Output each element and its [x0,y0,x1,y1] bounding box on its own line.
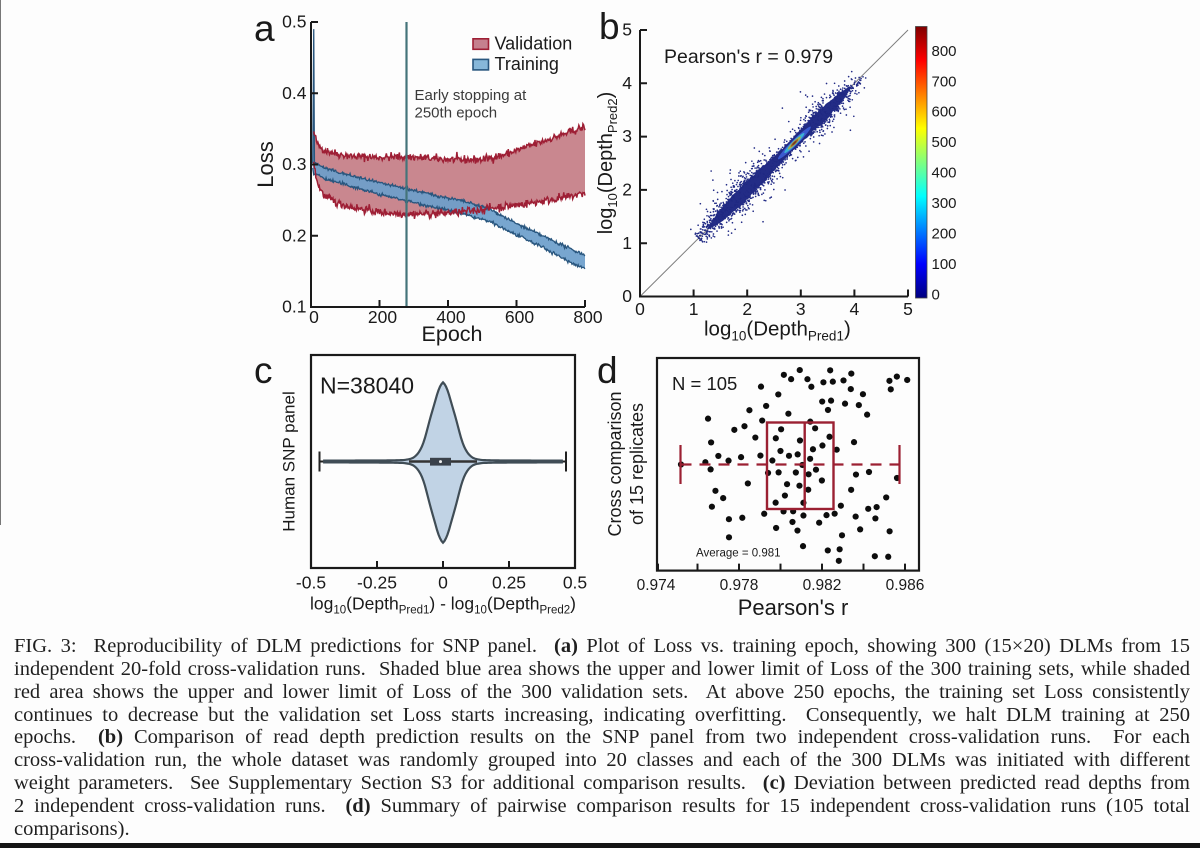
svg-text:250th epoch: 250th epoch [415,105,498,122]
svg-text:0.986: 0.986 [886,577,925,594]
svg-text:700: 700 [932,73,957,90]
svg-text:Early stopping at: Early stopping at [415,87,528,104]
svg-text:0.1: 0.1 [282,297,306,317]
svg-text:log10(DepthPred1): log10(DepthPred1) [704,318,851,344]
svg-text:Training: Training [495,54,559,74]
svg-text:0: 0 [309,307,319,327]
svg-text:4: 4 [850,299,860,319]
svg-text:log10(DepthPred1) - log10(Dept: log10(DepthPred1) - log10(DepthPred2) [310,594,576,617]
svg-text:200: 200 [932,226,957,243]
svg-text:500: 500 [932,134,957,151]
svg-text:0.5: 0.5 [282,12,306,32]
svg-text:300: 300 [932,195,957,212]
svg-text:600: 600 [932,104,957,121]
svg-text:Epoch: Epoch [422,322,483,346]
svg-text:800: 800 [573,307,602,327]
svg-text:N = 105: N = 105 [672,373,737,394]
svg-text:5: 5 [622,20,632,40]
svg-text:3: 3 [796,299,806,319]
svg-text:0: 0 [438,573,448,593]
svg-text:Average = 0.981: Average = 0.981 [696,548,781,560]
svg-text:800: 800 [932,43,957,60]
svg-text:3: 3 [622,126,632,146]
svg-text:1: 1 [689,299,699,319]
svg-text:b: b [599,6,620,47]
svg-text:4: 4 [622,73,632,93]
svg-text:0.982: 0.982 [803,577,842,594]
svg-text:0.25: 0.25 [492,573,526,593]
svg-text:Pearson's r: Pearson's r [738,595,849,620]
svg-text:2: 2 [742,299,752,319]
svg-text:600: 600 [505,307,534,327]
svg-text:200: 200 [368,307,397,327]
svg-text:400: 400 [932,165,957,182]
svg-text:-0.25: -0.25 [357,573,397,593]
svg-text:Cross comparison: Cross comparison [605,391,625,536]
svg-text:0.2: 0.2 [282,225,306,245]
svg-text:0.974: 0.974 [637,577,676,594]
svg-text:0.5: 0.5 [563,573,587,593]
svg-text:2: 2 [622,180,632,200]
svg-text:c: c [254,350,273,391]
svg-text:-0.5: -0.5 [296,573,326,593]
svg-text:0.978: 0.978 [720,577,759,594]
svg-text:400: 400 [436,307,465,327]
svg-text:0.3: 0.3 [282,154,306,174]
svg-text:0: 0 [932,286,940,303]
svg-text:N=38040: N=38040 [320,373,414,399]
svg-text:1: 1 [622,233,632,253]
svg-text:Pearson's r = 0.979: Pearson's r = 0.979 [664,46,833,68]
svg-text:Human SNP panel: Human SNP panel [279,391,298,532]
svg-text:log10(DepthPred2): log10(DepthPred2) [595,92,620,235]
svg-text:Validation: Validation [495,34,573,54]
svg-text:of 15 replicates: of 15 replicates [627,403,647,525]
svg-text:d: d [597,350,618,391]
svg-text:100: 100 [932,256,957,273]
svg-text:Loss: Loss [253,141,278,187]
svg-text:a: a [254,8,275,49]
svg-text:5: 5 [903,299,913,319]
svg-text:0: 0 [622,286,632,306]
svg-text:0: 0 [635,299,645,319]
svg-text:0.4: 0.4 [282,83,307,103]
